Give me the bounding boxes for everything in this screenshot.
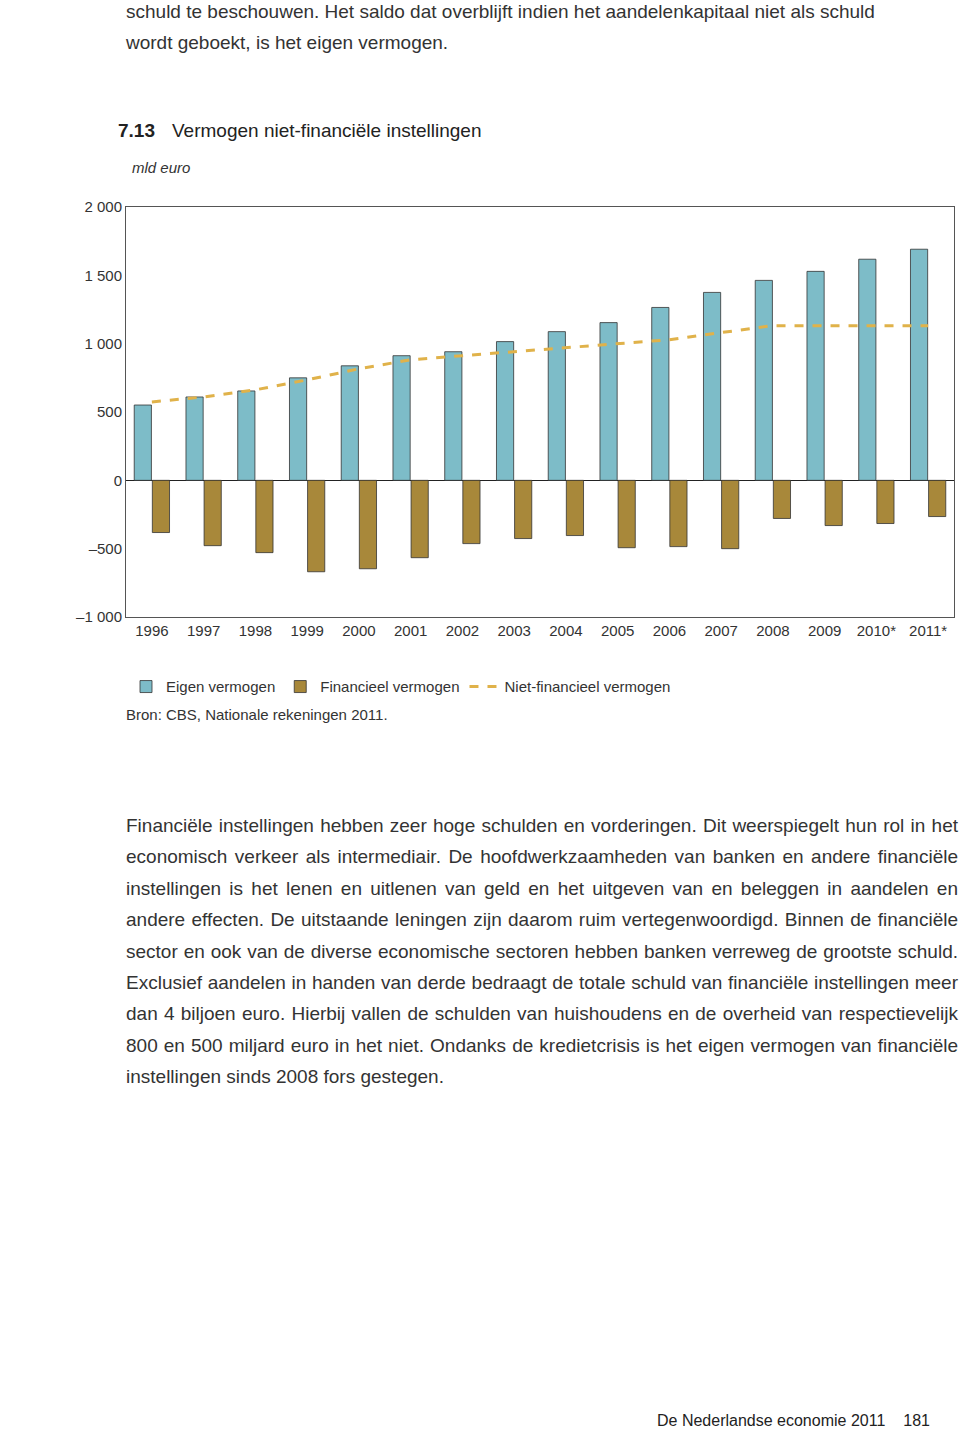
svg-text:2000: 2000 <box>342 622 375 639</box>
svg-text:2011*: 2011* <box>909 622 947 639</box>
svg-text:1997: 1997 <box>187 622 220 639</box>
svg-text:2005: 2005 <box>601 622 634 639</box>
svg-text:1 000: 1 000 <box>84 335 122 352</box>
svg-text:1999: 1999 <box>290 622 323 639</box>
svg-text:2003: 2003 <box>497 622 530 639</box>
svg-text:2008: 2008 <box>756 622 789 639</box>
html-text:181: 181 <box>903 1412 930 1429</box>
html-text:Financiële instellingen hebben: Financiële instellingen hebben zeer hoge… <box>126 815 958 1088</box>
svg-text:2002: 2002 <box>446 622 479 639</box>
svg-text:500: 500 <box>97 403 122 420</box>
svg-text:2001: 2001 <box>394 622 427 639</box>
svg-text:Niet-financieel vermogen: Niet-financieel vermogen <box>504 678 670 695</box>
svg-text:1998: 1998 <box>239 622 272 639</box>
svg-text:Eigen vermogen: Eigen vermogen <box>166 678 275 695</box>
html-text:schuld te beschouwen. Het sald: schuld te beschouwen. Het saldo dat over… <box>126 1 875 22</box>
svg-text:2010*: 2010* <box>857 622 896 639</box>
svg-text:2009: 2009 <box>808 622 841 639</box>
svg-text:–1 000: –1 000 <box>76 608 122 625</box>
html-text:7.13: 7.13 <box>118 120 155 141</box>
html-text:wordt geboekt, is het eigen ve: wordt geboekt, is het eigen vermogen. <box>126 32 449 53</box>
svg-text:1996: 1996 <box>135 622 168 639</box>
svg-text:–500: –500 <box>89 540 122 557</box>
svg-text:2004: 2004 <box>549 622 582 639</box>
html-text:De Nederlandse economie 2011: De Nederlandse economie 2011 <box>657 1412 886 1429</box>
html-text:Bron: CBS, Nationale rekeninge: Bron: CBS, Nationale rekeningen 2011. <box>126 706 388 723</box>
svg-text:2 000: 2 000 <box>84 198 122 215</box>
svg-text:1 500: 1 500 <box>84 267 122 284</box>
svg-text:Financieel vermogen: Financieel vermogen <box>320 678 459 695</box>
html-text:Vermogen niet-financiële inste: Vermogen niet-financiële instellingen <box>172 120 482 141</box>
svg-text:2006: 2006 <box>653 622 686 639</box>
svg-text:mld euro: mld euro <box>132 159 190 176</box>
svg-text:2007: 2007 <box>704 622 737 639</box>
svg-text:0: 0 <box>114 472 122 489</box>
